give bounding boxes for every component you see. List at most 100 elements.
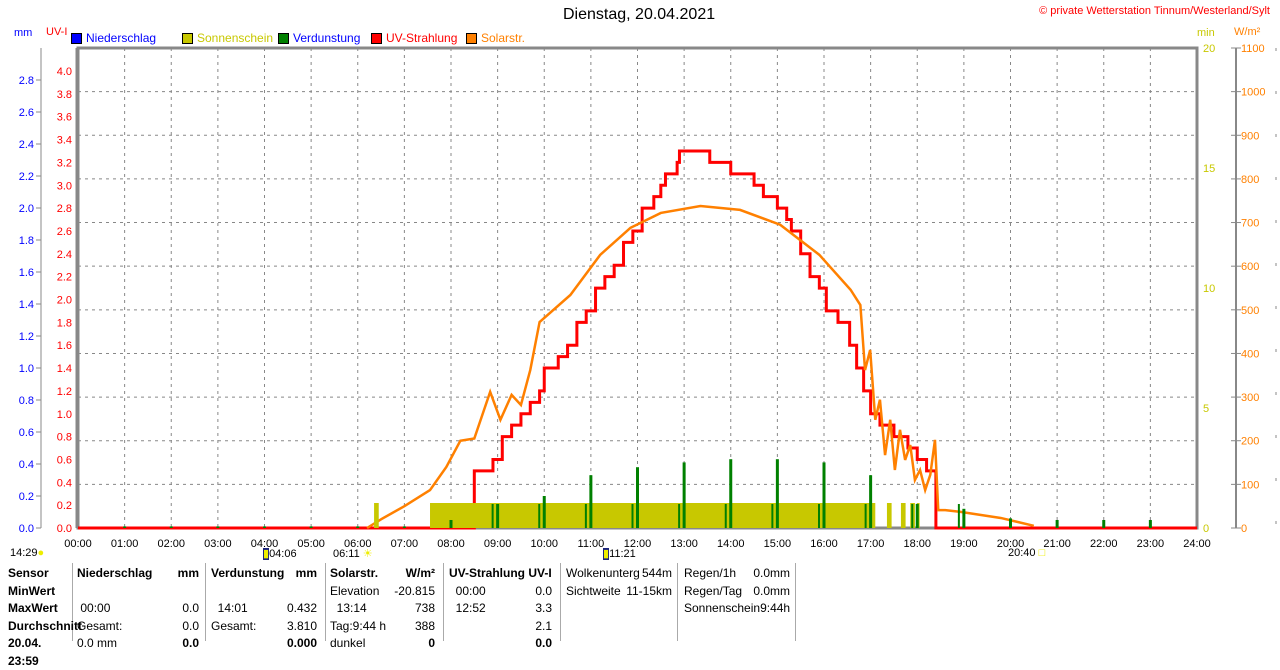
sunshine-bar bbox=[887, 503, 892, 528]
uv-tick-label: 0.4 bbox=[57, 477, 72, 489]
x-tick-label: 09:00 bbox=[484, 538, 512, 550]
uv-tick-label: 2.0 bbox=[57, 295, 72, 307]
evaporation-bar bbox=[450, 520, 453, 528]
evaporation-bar bbox=[403, 526, 406, 528]
uv-tick-label: 4.0 bbox=[57, 66, 72, 78]
mm-tick-label: 2.0 bbox=[19, 203, 34, 215]
uv-tick-label: 0.0 bbox=[57, 523, 72, 535]
evaporation-mark bbox=[725, 504, 727, 528]
min-tick-label: 5 bbox=[1203, 403, 1209, 415]
x-tick-label: 11:00 bbox=[578, 538, 605, 550]
x-tick-label: 07:00 bbox=[391, 538, 419, 550]
moonrise-time: ▮04:06 bbox=[263, 547, 297, 560]
x-tick-label: 19:00 bbox=[950, 538, 978, 550]
x-tick-label: 21:00 bbox=[1043, 538, 1071, 550]
x-tick-label: 13:00 bbox=[670, 538, 698, 550]
evaporation-mark bbox=[632, 504, 634, 528]
solar-tick-label: 300 bbox=[1241, 392, 1259, 404]
x-tick-label: 05:00 bbox=[297, 538, 325, 550]
mm-tick-label: 2.4 bbox=[19, 139, 34, 151]
mm-tick-label: 1.8 bbox=[19, 235, 34, 247]
evaporation-bar bbox=[869, 475, 872, 528]
evaporation-bar bbox=[216, 526, 219, 528]
x-tick-label: 08:00 bbox=[437, 538, 465, 550]
evaporation-bar bbox=[310, 526, 313, 528]
uv-tick-label: 3.8 bbox=[57, 89, 72, 101]
sun-icon: ☀ bbox=[363, 548, 373, 560]
solar-line bbox=[367, 206, 1034, 528]
sunset-time: 20:40 □ bbox=[1008, 547, 1045, 559]
evaporation-mark bbox=[958, 504, 960, 528]
mm-tick-label: 0.8 bbox=[19, 395, 34, 407]
mm-tick-label: 2.2 bbox=[19, 171, 34, 183]
min-tick-label: 0 bbox=[1203, 523, 1209, 535]
min-tick-label: 10 bbox=[1203, 283, 1215, 295]
evaporation-bar bbox=[729, 459, 732, 528]
evaporation-bar bbox=[636, 467, 639, 528]
evaporation-bar bbox=[170, 526, 173, 528]
uv-tick-label: 2.8 bbox=[57, 203, 72, 215]
uv-tick-label: 1.6 bbox=[57, 340, 72, 352]
x-tick-label: 14:00 bbox=[717, 538, 745, 550]
evaporation-mark bbox=[538, 504, 540, 528]
x-tick-label: 24:00 bbox=[1183, 538, 1211, 550]
solar-tick-label: 1100 bbox=[1241, 43, 1265, 55]
sunshine-bar bbox=[374, 503, 379, 528]
uv-tick-label: 0.8 bbox=[57, 432, 72, 444]
mm-tick-label: 0.6 bbox=[19, 427, 34, 439]
evaporation-mark bbox=[911, 504, 913, 528]
evaporation-bar bbox=[1102, 520, 1105, 528]
evaporation-bar bbox=[962, 509, 965, 528]
mm-tick-label: 2.8 bbox=[19, 75, 34, 87]
evaporation-bar bbox=[1009, 518, 1012, 528]
uv-tick-label: 1.4 bbox=[57, 363, 72, 375]
evaporation-bar bbox=[263, 526, 266, 528]
uv-tick-label: 0.6 bbox=[57, 454, 72, 466]
evaporation-bar bbox=[916, 504, 919, 528]
solar-tick-label: 800 bbox=[1241, 174, 1259, 186]
solar-tick-label: 700 bbox=[1241, 218, 1259, 230]
solar-tick-label: 400 bbox=[1241, 348, 1259, 360]
uv-tick-label: 0.2 bbox=[57, 500, 72, 512]
mm-tick-label: 0.2 bbox=[19, 491, 34, 503]
evaporation-bar bbox=[589, 475, 592, 528]
x-tick-label: 02:00 bbox=[157, 538, 185, 550]
mm-tick-label: 2.6 bbox=[19, 107, 34, 119]
evaporation-bar bbox=[123, 526, 126, 528]
evaporation-mark bbox=[492, 504, 494, 528]
solar-tick-label: 900 bbox=[1241, 130, 1259, 142]
noon-time: ▮11:21 bbox=[603, 547, 636, 560]
x-tick-label: 16:00 bbox=[810, 538, 838, 550]
x-tick-label: 01:00 bbox=[111, 538, 139, 550]
x-tick-label: 18:00 bbox=[903, 538, 931, 550]
mm-tick-label: 1.2 bbox=[19, 331, 34, 343]
uv-tick-label: 2.6 bbox=[57, 226, 72, 238]
evaporation-mark bbox=[818, 504, 820, 528]
x-tick-label: 03:00 bbox=[204, 538, 232, 550]
mm-tick-label: 1.6 bbox=[19, 267, 34, 279]
solar-tick-label: 1000 bbox=[1241, 87, 1265, 99]
x-tick-label: 17:00 bbox=[857, 538, 885, 550]
min-tick-label: 20 bbox=[1203, 43, 1215, 55]
mm-tick-label: 1.0 bbox=[19, 363, 34, 375]
evaporation-bar bbox=[496, 504, 499, 528]
x-tick-label: 23:00 bbox=[1137, 538, 1165, 550]
min-tick-label: 15 bbox=[1203, 163, 1215, 175]
x-tick-label: 10:00 bbox=[530, 538, 558, 550]
solar-tick-label: 200 bbox=[1241, 436, 1259, 448]
mm-tick-label: 0.4 bbox=[19, 459, 34, 471]
uv-tick-label: 3.2 bbox=[57, 157, 72, 169]
x-tick-label: 15:00 bbox=[764, 538, 792, 550]
uv-tick-label: 1.0 bbox=[57, 409, 72, 421]
uv-tick-label: 1.2 bbox=[57, 386, 72, 398]
x-tick-label: 22:00 bbox=[1090, 538, 1118, 550]
uv-tick-label: 3.0 bbox=[57, 180, 72, 192]
evaporation-bar bbox=[1149, 520, 1152, 528]
solar-tick-label: 0 bbox=[1241, 523, 1247, 535]
